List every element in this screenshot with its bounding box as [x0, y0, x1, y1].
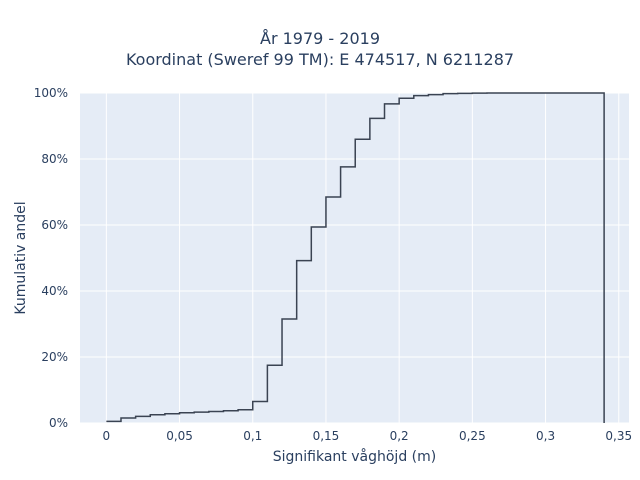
y-tick-label: 100%	[34, 86, 68, 100]
y-tick-label: 40%	[41, 284, 68, 298]
y-tick-label: 80%	[41, 152, 68, 166]
series-line	[106, 92, 605, 423]
x-axis-title: Signifikant våghöjd (m)	[273, 448, 436, 465]
x-tick-label: 0,1	[243, 429, 262, 443]
x-tick-label: 0,35	[605, 429, 632, 443]
y-tick-label: 0%	[49, 416, 68, 430]
y-axis-title: Kumulativ andel	[13, 201, 29, 314]
chart-title-line-1: År 1979 - 2019	[260, 29, 380, 48]
y-tick-labels: 0% 20% 40% 60% 80% 100%	[34, 86, 68, 430]
x-tick-label: 0,3	[536, 429, 555, 443]
x-tick-labels: 0 0,05 0,1 0,15 0,2 0,25 0,3 0,35	[103, 429, 633, 443]
x-tick-label: 0,2	[390, 429, 409, 443]
x-tick-label: 0	[103, 429, 111, 443]
y-tick-label: 20%	[41, 350, 68, 364]
y-tick-label: 60%	[41, 218, 68, 232]
x-tick-label: 0,15	[313, 429, 340, 443]
chart-title-line-2: Koordinat (Sweref 99 TM): E 474517, N 62…	[125, 50, 515, 69]
x-tick-label: 0,25	[459, 429, 486, 443]
x-tick-label: 0,05	[166, 429, 193, 443]
